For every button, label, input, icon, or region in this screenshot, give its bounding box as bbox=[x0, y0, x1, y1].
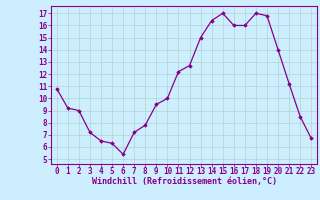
X-axis label: Windchill (Refroidissement éolien,°C): Windchill (Refroidissement éolien,°C) bbox=[92, 177, 276, 186]
